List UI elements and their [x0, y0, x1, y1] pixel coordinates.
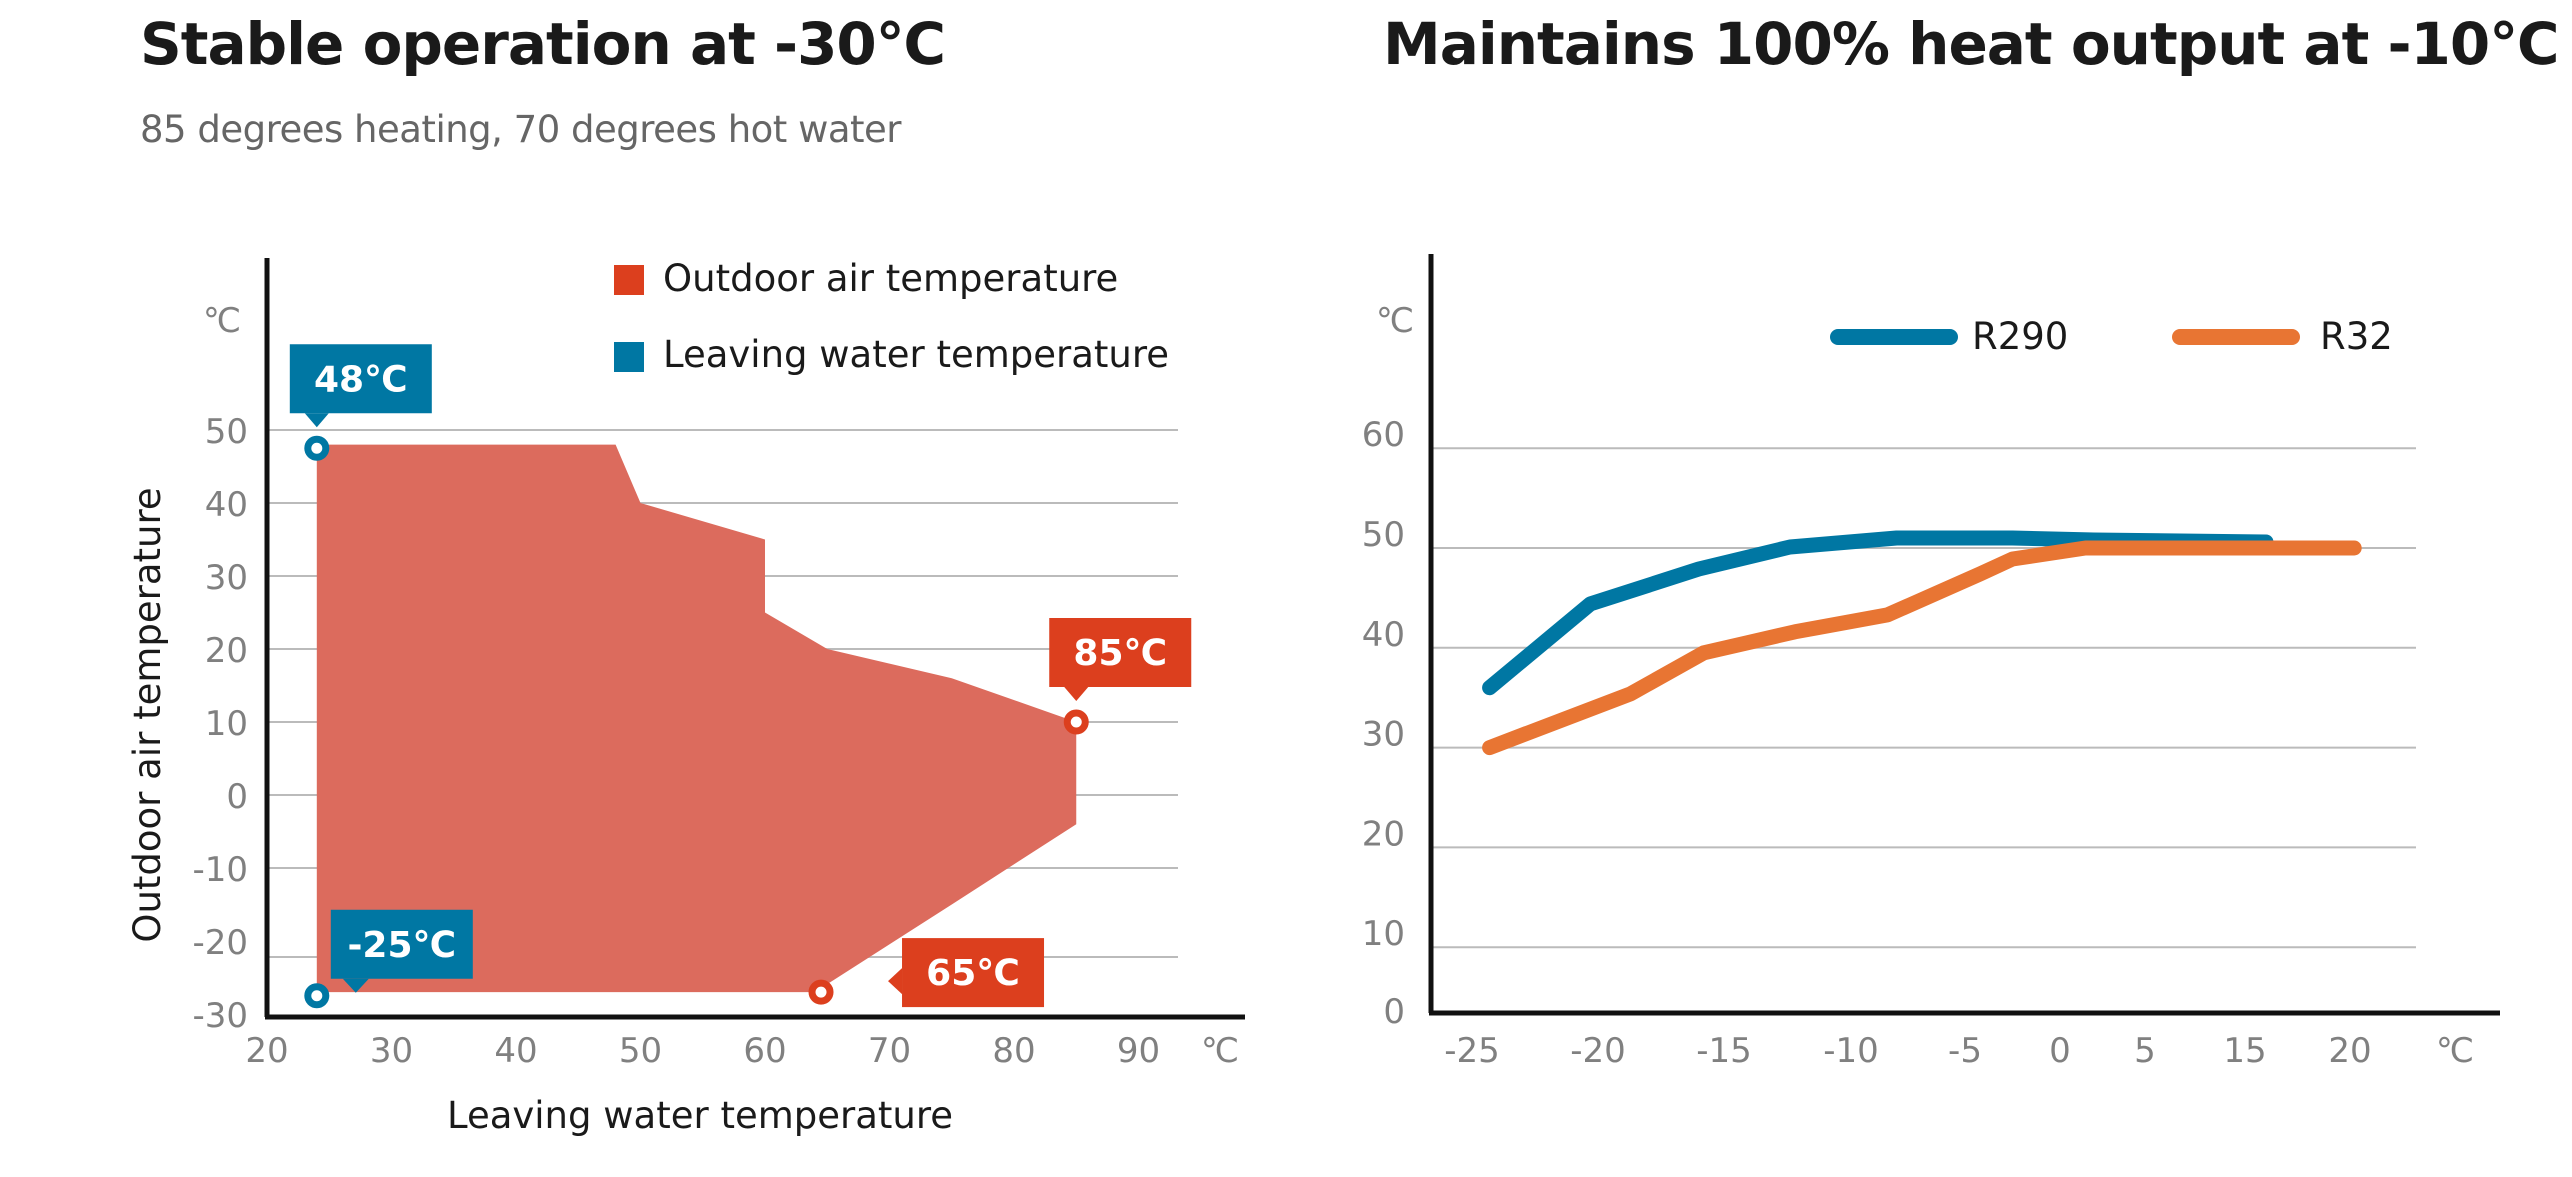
left-y-tick-label: -20 [192, 923, 248, 963]
left-y-ticks: 50 40 30 20 10 0 -10 -20 -30 [192, 412, 248, 1036]
callout-box [1049, 618, 1192, 687]
right-y-tick-label: 30 [1362, 715, 1405, 755]
left-y-tick-label: -10 [192, 850, 248, 890]
series-line-r290 [1482, 530, 2274, 696]
right-y-ticks: 60 50 40 30 20 10 0 [1362, 415, 1405, 1032]
legend-r290-label: R290 [1972, 315, 2068, 358]
left-y-tick-label: 40 [205, 485, 248, 525]
operating-envelope-area [316, 444, 1077, 993]
right-gridlines [1431, 447, 2416, 949]
left-x-axis-title: Leaving water temperature [447, 1094, 953, 1137]
callout-marker [1063, 709, 1089, 735]
left-chart-subtitle: 85 degrees heating, 70 degrees hot water [140, 108, 902, 151]
right-x-tick-label: -15 [1696, 1031, 1752, 1071]
callout-marker [304, 435, 330, 461]
callout-pointer [304, 413, 329, 428]
left-x-tick-label: 30 [370, 1031, 413, 1071]
callout-box [330, 909, 473, 979]
left-x-tick-label: 90 [1117, 1031, 1160, 1071]
left-x-unit-label: ℃ [1201, 1031, 1239, 1071]
right-x-tick-label: -5 [1948, 1031, 1982, 1071]
right-x-tick-label: 20 [2328, 1031, 2371, 1071]
callout-leaving: -25℃ [304, 909, 473, 1009]
left-x-tick-label: 40 [494, 1031, 537, 1071]
left-x-tick-label: 80 [992, 1031, 1035, 1071]
callout-label: 48℃ [314, 359, 408, 400]
callout-outdoor: 65℃ [808, 938, 1045, 1008]
right-chart-title: Maintains 100% heat output at -10℃ [1383, 10, 2560, 78]
right-y-tick-label: 60 [1362, 415, 1405, 455]
right-y-tick-label: 50 [1362, 515, 1405, 555]
legend-outdoor-swatch [614, 265, 644, 295]
callout-pointer [342, 978, 369, 993]
right-x-tick-label: -25 [1444, 1031, 1500, 1071]
right-x-tick-label: 5 [2134, 1031, 2156, 1071]
right-y-tick-label: 40 [1362, 615, 1405, 655]
callout-label: 65℃ [926, 953, 1020, 994]
legend-outdoor-label: Outdoor air temperature [663, 257, 1118, 300]
callout-box [902, 938, 1045, 1008]
right-x-tick-label: -10 [1823, 1031, 1879, 1071]
right-x-tick-label: -20 [1570, 1031, 1626, 1071]
left-y-tick-label: 10 [205, 704, 248, 744]
callout-outdoor: 85℃ [1049, 618, 1192, 735]
callout-pointer [1064, 687, 1089, 701]
left-x-tick-label: 70 [868, 1031, 911, 1071]
left-y-axis-title: Outdoor air temperature [126, 487, 169, 942]
left-x-ticks: 20 30 40 50 60 70 80 90 [245, 1031, 1160, 1071]
right-y-tick-label: 10 [1362, 914, 1405, 954]
right-x-tick-label: 15 [2223, 1031, 2266, 1071]
callout-marker [808, 979, 834, 1005]
left-x-tick-label: 20 [245, 1031, 288, 1071]
left-chart-title: Stable operation at -30℃ [140, 10, 946, 78]
right-y-tick-label: 20 [1362, 814, 1405, 854]
right-chart: 60 50 40 30 20 10 0 -25 -20 -15 -10 -5 0 5 15 20 ℃ ℃ R… [1362, 254, 2500, 1071]
left-y-tick-label: 50 [205, 412, 248, 452]
series-line-r32 [1482, 540, 2362, 756]
left-annotations: 48℃ -25℃ 85℃ 65℃ [289, 344, 1192, 1009]
callout-pointer [888, 968, 903, 995]
legend-r32-label: R32 [2320, 315, 2393, 358]
left-x-tick-label: 60 [743, 1031, 786, 1071]
right-x-ticks: -25 -20 -15 -10 -5 0 5 15 20 [1444, 1031, 2371, 1071]
callout-box [289, 344, 432, 414]
left-y-unit-label: ℃ [203, 301, 241, 341]
right-x-unit-label: ℃ [2436, 1031, 2474, 1071]
callout-label: 85℃ [1073, 633, 1167, 674]
callout-marker [304, 983, 330, 1009]
legend-leaving-swatch [614, 342, 644, 372]
left-y-tick-label: 30 [205, 558, 248, 598]
left-y-tick-label: -30 [192, 996, 248, 1036]
right-x-tick-label: 0 [2049, 1031, 2071, 1071]
callout-leaving: 48℃ [289, 344, 432, 461]
right-y-tick-label: 0 [1383, 992, 1405, 1032]
right-series [1482, 530, 2362, 756]
left-y-tick-label: 0 [226, 777, 248, 817]
right-y-unit-label: ℃ [1376, 301, 1414, 341]
legend-leaving-label: Leaving water temperature [663, 333, 1169, 376]
left-y-tick-label: 20 [205, 631, 248, 671]
left-x-tick-label: 50 [619, 1031, 662, 1071]
callout-label: -25℃ [347, 925, 456, 966]
